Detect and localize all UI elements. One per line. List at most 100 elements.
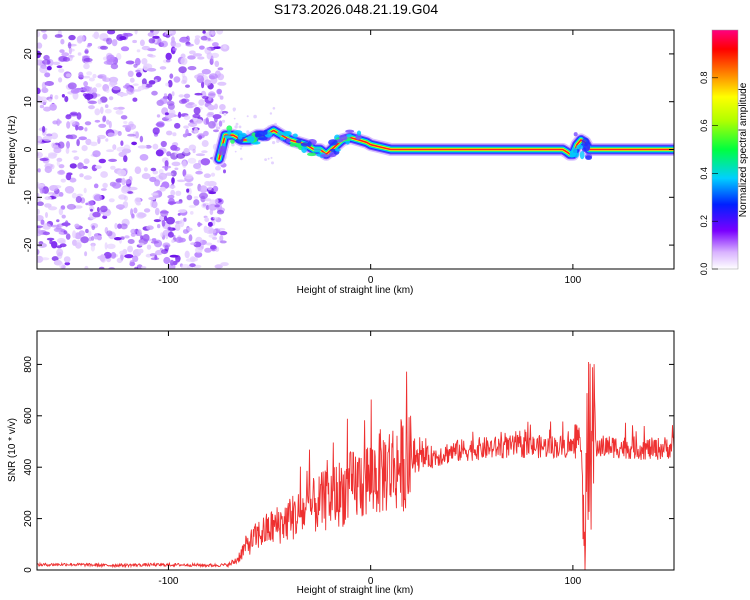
noise-blob (160, 209, 169, 217)
noise-blob (139, 39, 145, 47)
noise-blob (75, 124, 79, 131)
noise-blob (207, 104, 216, 111)
noise-blob (68, 112, 78, 117)
noise-blob (167, 231, 174, 238)
noise-blob (187, 66, 197, 71)
noise-blob (127, 245, 134, 253)
noise-blob (57, 120, 62, 124)
noise-blob (127, 70, 134, 78)
noise-blob (111, 39, 118, 47)
noise-blob (66, 141, 70, 149)
noise-blob (56, 65, 63, 69)
noise-blob (271, 161, 274, 165)
noise-blob (214, 198, 219, 204)
noise-blob (85, 202, 89, 206)
noise-blob (89, 86, 93, 95)
noise-blob (61, 52, 70, 57)
noise-blob (152, 127, 160, 135)
noise-blob (141, 266, 147, 269)
noise-blob (195, 246, 203, 254)
noise-blob (177, 179, 186, 183)
noise-blob (182, 75, 188, 84)
noise-blob (194, 74, 202, 80)
noise-blob (149, 176, 157, 183)
noise-blob (56, 160, 60, 167)
noise-blob (147, 32, 155, 37)
noise-blob (217, 227, 226, 231)
noise-blob (142, 234, 150, 242)
noise-blob (163, 215, 168, 221)
noise-blob (99, 254, 106, 262)
noise-blob (166, 151, 172, 157)
noise-blob (106, 149, 114, 153)
noise-blob (205, 117, 209, 125)
noise-blob (84, 48, 89, 55)
noise-blob (52, 120, 59, 125)
noise-blob (66, 203, 76, 210)
noise-blob (132, 255, 139, 262)
noise-blob (108, 158, 117, 162)
noise-blob (123, 32, 133, 37)
noise-blob (169, 73, 174, 79)
noise-blob (65, 173, 71, 180)
noise-blob (84, 251, 88, 257)
snr-y-axis: 0 200 400 600 800 (23, 356, 674, 573)
x-tick-label: 100 (565, 576, 582, 587)
noise-blob (40, 219, 45, 225)
noise-blob (123, 121, 128, 124)
noise-blob (72, 91, 79, 100)
noise-blob (88, 105, 95, 110)
noise-blob (154, 179, 161, 187)
noise-blob (173, 76, 181, 83)
x-tick-label: 100 (565, 275, 582, 286)
noise-blob (192, 113, 201, 119)
noise-blob (205, 242, 213, 246)
noise-blob (58, 77, 63, 83)
noise-blob (75, 196, 82, 203)
noise-blob (264, 158, 267, 162)
noise-blob (210, 244, 217, 250)
noise-blob (95, 83, 102, 88)
noise-blob (90, 244, 95, 252)
noise-blob (106, 243, 116, 249)
noise-blob (204, 217, 210, 223)
noise-blob (50, 224, 60, 228)
noise-blob (137, 229, 142, 237)
noise-blob (180, 53, 186, 59)
noise-blob (223, 112, 227, 116)
noise-blob (198, 99, 205, 106)
snr-series-line (37, 361, 674, 570)
noise-blob (194, 35, 201, 39)
noise-blob (96, 134, 106, 140)
noise-blob (40, 257, 50, 261)
noise-blob (221, 119, 226, 123)
noise-blob (148, 196, 156, 201)
noise-blob (165, 172, 174, 176)
ridge-blob (335, 148, 341, 152)
noise-blob (76, 139, 80, 147)
noise-blob (90, 208, 93, 212)
noise-blob (65, 73, 71, 78)
noise-blob (204, 79, 212, 86)
ridge-blob (307, 152, 317, 157)
noise-blob (197, 56, 205, 60)
snr-y-label: SNR (10 * v/v) (7, 418, 18, 482)
ridge-blob (289, 143, 296, 147)
noise-blob (60, 38, 65, 45)
noise-blob (172, 132, 177, 137)
noise-blob (147, 67, 157, 72)
noise-blob (85, 228, 89, 234)
noise-blob (134, 30, 138, 35)
noise-blob (127, 133, 136, 137)
noise-blob (84, 127, 88, 132)
noise-blob (37, 135, 41, 142)
noise-blob (37, 197, 41, 202)
snr-plot: -100 0 100 0 200 400 600 800 Height of straigh… (7, 330, 675, 596)
ridge-blob (227, 130, 232, 136)
noise-blob (117, 223, 122, 229)
ridge-blob (223, 135, 232, 139)
noise-blob (77, 126, 84, 131)
noise-blob (234, 150, 237, 153)
ridge-blob (292, 133, 298, 138)
noise-blob (194, 251, 203, 258)
